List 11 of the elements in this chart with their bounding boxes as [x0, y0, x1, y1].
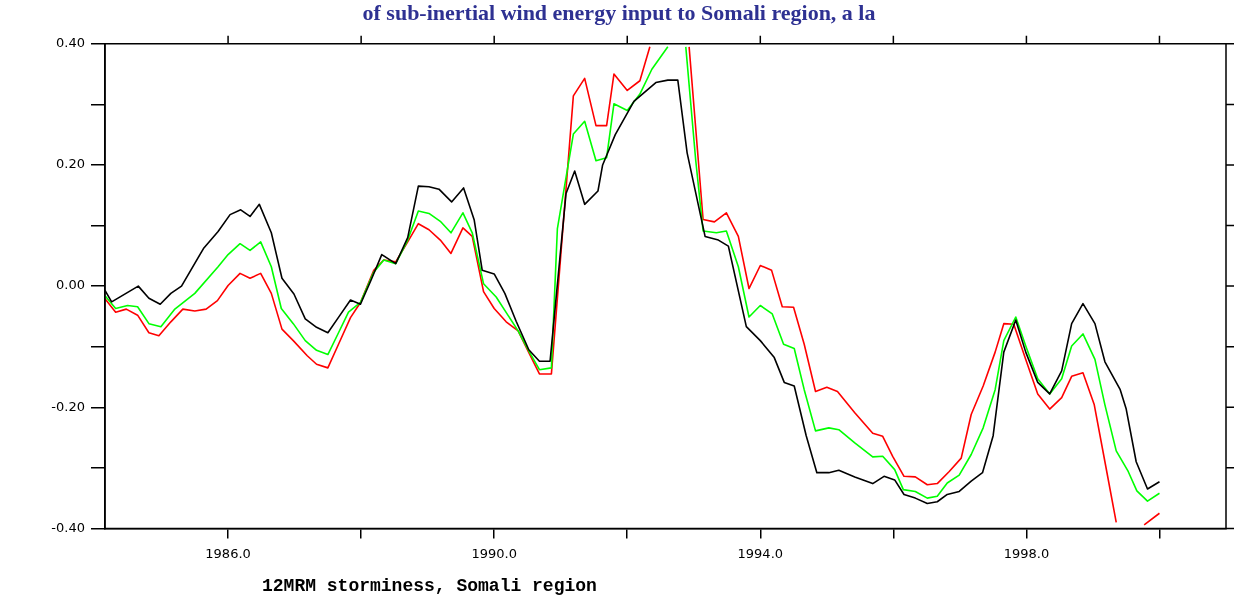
x-tick-label: 1998.0	[1003, 545, 1050, 561]
y-tick-label: 0.20	[56, 156, 85, 172]
x-axis-title: 12MRM storminess, Somali region	[262, 576, 597, 596]
chart-title: of sub-inertial wind energy input to Somali region, a la	[361, 0, 877, 26]
x-tick-label: 1990.0	[471, 545, 517, 561]
y-tick-label: 0.00	[56, 277, 85, 293]
x-tick-label: 1986.0	[205, 545, 251, 561]
x-tick-label: 1994.0	[737, 545, 784, 561]
y-tick-label: 0.40	[56, 35, 85, 51]
y-tick-label: -0.40	[51, 519, 85, 535]
y-tick-label: -0.20	[51, 398, 85, 414]
